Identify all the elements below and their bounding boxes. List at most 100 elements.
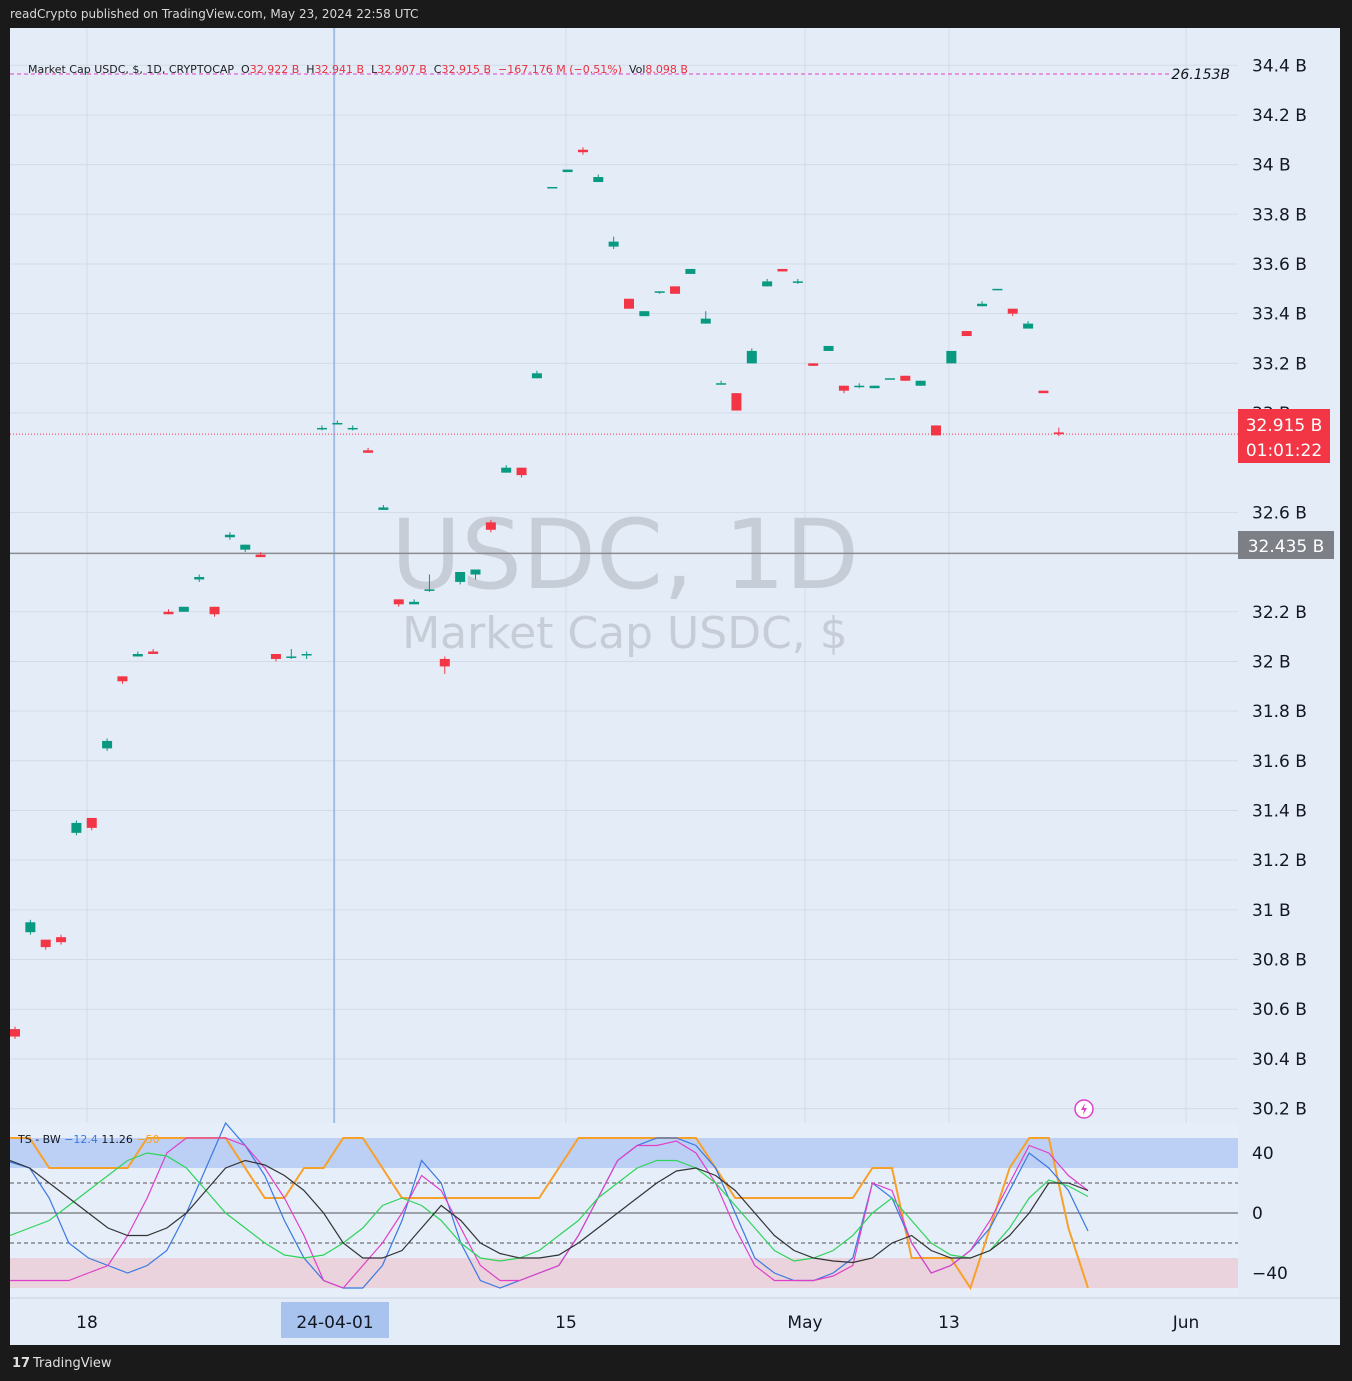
candle[interactable] (593, 174, 604, 183)
candle[interactable] (777, 268, 788, 272)
candle[interactable] (439, 656, 450, 674)
chart-frame[interactable]: USDC, 1D Market Cap USDC, $ TS - BW −12.… (10, 28, 1340, 1345)
candle[interactable] (838, 385, 849, 394)
candle[interactable] (424, 574, 435, 592)
legend-low-label: L (371, 63, 378, 76)
candle[interactable] (670, 286, 681, 294)
candle[interactable] (240, 544, 251, 553)
candle[interactable] (10, 1026, 20, 1040)
candle-body (117, 676, 128, 682)
y-tick-label: 32 B (1252, 652, 1291, 672)
candle[interactable] (255, 552, 266, 558)
candle[interactable] (470, 569, 481, 580)
candle[interactable] (531, 370, 542, 379)
candles[interactable] (10, 147, 1064, 1040)
candle[interactable] (792, 278, 803, 284)
candle-body (946, 350, 957, 364)
candle[interactable] (501, 465, 512, 473)
legend-open-label: O (241, 63, 250, 76)
candle[interactable] (685, 268, 696, 274)
candle[interactable] (639, 311, 650, 317)
candle[interactable] (900, 375, 911, 381)
candle[interactable] (823, 345, 834, 351)
candle[interactable] (884, 378, 895, 380)
candle[interactable] (1053, 427, 1064, 437)
candle[interactable] (746, 348, 757, 364)
alert-icon[interactable] (1074, 1099, 1094, 1119)
candle[interactable] (716, 380, 727, 385)
chart-svg[interactable]: USDC, 1D Market Cap USDC, $ TS - BW −12.… (10, 28, 1340, 1345)
candle[interactable] (163, 609, 174, 615)
candle[interactable] (317, 425, 327, 431)
y-tick-label: 32.6 B (1252, 503, 1307, 523)
candle[interactable] (102, 738, 113, 751)
candle[interactable] (178, 606, 189, 612)
candle[interactable] (71, 820, 82, 836)
candle[interactable] (854, 383, 865, 389)
candle[interactable] (224, 532, 235, 540)
candle[interactable] (731, 393, 742, 411)
candle[interactable] (301, 651, 312, 659)
y-axis[interactable]: 30.2 B 30.4 B 30.6 B 30.8 B 31 B 31.2 B 31.4 B… (1238, 28, 1340, 1298)
candle[interactable] (485, 519, 496, 533)
grid (10, 28, 1238, 1298)
candle-body (869, 385, 880, 389)
candle-body (470, 569, 481, 575)
candle[interactable] (700, 311, 711, 324)
candle[interactable] (608, 236, 619, 250)
candle[interactable] (577, 147, 588, 155)
candle-body (531, 373, 542, 379)
candle[interactable] (931, 425, 941, 436)
candle[interactable] (654, 291, 665, 294)
candle[interactable] (977, 301, 988, 307)
candle[interactable] (56, 934, 67, 945)
candle[interactable] (762, 278, 773, 287)
candle[interactable] (378, 504, 389, 510)
candle[interactable] (1038, 390, 1049, 394)
oscillator-tick-label: −40 (1252, 1264, 1288, 1284)
candle[interactable] (869, 385, 880, 389)
candle[interactable] (624, 298, 634, 309)
indicator-v2: 11.26 (101, 1133, 136, 1146)
candle-body (485, 522, 496, 530)
candle[interactable] (1023, 321, 1034, 329)
y-tick-label: 33.2 B (1252, 354, 1307, 374)
candle[interactable] (270, 653, 281, 662)
candle[interactable] (992, 288, 1003, 291)
candle-body (746, 350, 757, 364)
candle[interactable] (40, 939, 51, 950)
candle[interactable] (946, 350, 957, 364)
candle[interactable] (209, 606, 220, 617)
candle[interactable] (961, 331, 972, 337)
candle[interactable] (286, 649, 297, 659)
candle-body (977, 303, 988, 307)
candle[interactable] (915, 380, 926, 386)
candle[interactable] (455, 572, 466, 585)
candle[interactable] (363, 447, 374, 453)
candle[interactable] (1007, 308, 1018, 317)
candle[interactable] (547, 186, 558, 189)
candle[interactable] (25, 919, 36, 935)
candle-body (501, 467, 512, 473)
candle[interactable] (516, 467, 527, 478)
candle[interactable] (393, 599, 404, 607)
candle-body (240, 544, 251, 550)
current-price-tag: 32.915 B (1246, 416, 1323, 436)
candle-body (1007, 308, 1018, 314)
candle[interactable] (347, 425, 358, 431)
candle[interactable] (148, 649, 159, 654)
legend: Market Cap USDC, $, 1D, CRYPTOCAP O32.92… (28, 63, 688, 76)
candle[interactable] (332, 420, 343, 425)
candle[interactable] (808, 363, 819, 366)
candle[interactable] (562, 169, 573, 173)
candle-body (102, 740, 113, 749)
candle-body (854, 385, 865, 388)
candle[interactable] (194, 574, 205, 582)
candle[interactable] (117, 676, 128, 684)
candle[interactable] (409, 599, 420, 605)
candle[interactable] (86, 817, 97, 831)
y-tick-label: 34.4 B (1252, 56, 1307, 76)
x-axis[interactable]: 18 24-04-01 15 May 13 Jun (10, 1297, 1340, 1338)
candle-body (178, 606, 189, 612)
candle[interactable] (132, 651, 143, 657)
